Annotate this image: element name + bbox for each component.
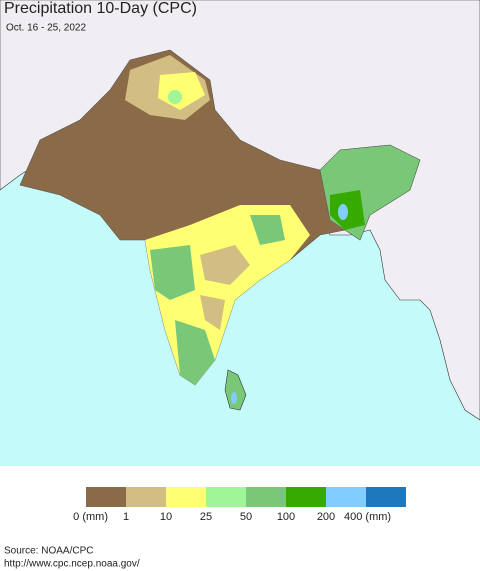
legend-label: 0 (mm) <box>73 511 108 523</box>
legend-swatch <box>286 487 326 507</box>
sri-lanka-wet <box>231 392 237 404</box>
legend-swatch <box>126 487 166 507</box>
legend-label: 50 <box>240 511 252 523</box>
legend-label: 25 <box>200 511 212 523</box>
region-south-green <box>150 215 285 385</box>
region-south-tan <box>200 245 250 330</box>
legend-label: 100 <box>277 511 295 523</box>
subtitle: Oct. 16 - 25, 2022 <box>6 23 86 34</box>
region-wet <box>338 204 348 220</box>
legend-swatch <box>206 487 246 507</box>
legend-swatch <box>366 487 406 507</box>
legend-label: 1 <box>123 511 129 523</box>
legend-swatch <box>246 487 286 507</box>
source: Source: NOAA/CPC <box>4 546 93 557</box>
source-url: http://www.cpc.ncep.noaa.gov/ <box>4 559 140 570</box>
region-north-green <box>168 90 182 104</box>
legend-swatch <box>86 487 126 507</box>
legend-swatch <box>166 487 206 507</box>
title: Precipitation 10-Day (CPC) <box>4 0 197 17</box>
legend-label: 200 <box>317 511 335 523</box>
legend-label: 400 (mm) <box>344 511 391 523</box>
legend-swatch <box>326 487 366 507</box>
sri-lanka <box>224 369 247 411</box>
legend-label: 10 <box>160 511 172 523</box>
legend: 0 (mm) 1 10 25 50 100 200 400 (mm) <box>73 487 406 523</box>
